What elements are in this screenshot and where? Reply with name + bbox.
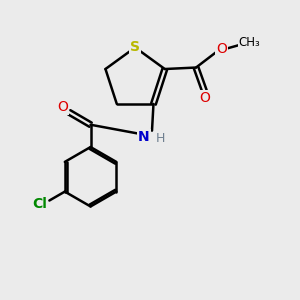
Text: H: H (156, 133, 165, 146)
Text: N: N (138, 130, 149, 144)
Text: O: O (57, 100, 68, 114)
Text: CH₃: CH₃ (239, 36, 260, 49)
Text: O: O (200, 91, 210, 105)
Text: O: O (216, 42, 227, 56)
Text: S: S (130, 40, 140, 55)
Text: Cl: Cl (32, 196, 47, 211)
